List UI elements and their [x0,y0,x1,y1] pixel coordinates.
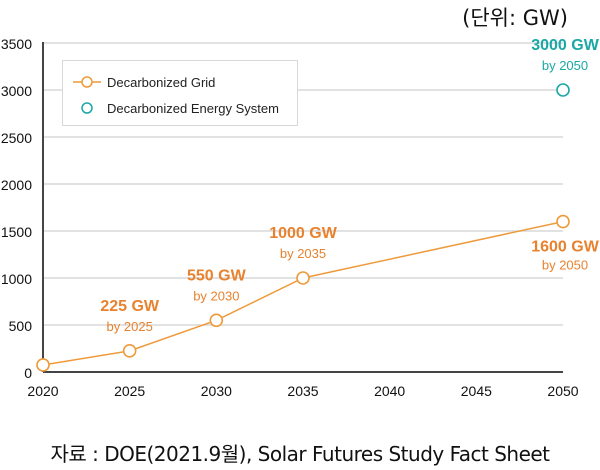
annotation-subtitle: by 2025 [107,319,153,334]
data-point-marker [556,214,570,229]
y-tick-label: 1000 [1,271,32,287]
x-tick-label: 2050 [547,383,578,399]
x-tick-label: 2025 [114,383,145,399]
y-axis-ticks: 0 500 1000 1500 2000 2500 3000 3500 [1,36,32,381]
legend-marker-icon [81,102,93,114]
annotation-value: 3000 GW [531,37,599,54]
legend: Decarbonized Grid Decarbonized Energy Sy… [62,60,298,126]
data-point-marker [556,83,570,97]
x-tick-label: 2045 [461,383,492,399]
series-lines [42,220,564,366]
series-line [42,220,564,366]
legend-line-marker-icon [73,76,101,88]
annotation-value: 225 GW [100,298,160,315]
annotation-subtitle: by 2050 [542,258,588,273]
y-tick-label: 3000 [1,83,32,99]
annotation-value: 1000 GW [269,225,337,242]
annotation-subtitle: by 2050 [542,58,588,73]
data-annotations: 225 GW by 2025 550 GW by 2030 1000 GW by 2035… [100,37,599,334]
source-caption: 자료 : DOE(2021.9월), Solar Futures Study F… [50,442,550,466]
axes [42,42,563,373]
data-point-marker [296,271,310,285]
x-axis-ticks: 2020 2025 2030 2035 2040 2045 2050 [27,383,578,399]
y-tick-label: 3500 [1,36,32,52]
legend-item-decarbonized-energy-system: Decarbonized Energy System [73,97,279,119]
legend-item-decarbonized-grid: Decarbonized Grid [73,71,215,93]
y-tick-label: 2000 [1,177,32,193]
annotation-value: 1600 GW [531,239,599,256]
y-tick-label: 2500 [1,130,32,146]
legend-label: Decarbonized Energy System [107,100,279,116]
x-tick-label: 2040 [374,383,405,399]
y-tick-label: 0 [24,365,32,381]
annotation-value: 550 GW [187,267,247,284]
data-point-marker [36,358,50,372]
unit-label: (단위: GW) [462,6,568,30]
x-tick-label: 2035 [287,383,318,399]
data-point-marker [122,344,137,358]
data-point-marker [209,313,224,328]
annotation-subtitle: by 2030 [193,288,239,303]
annotation-subtitle: by 2035 [280,246,326,261]
x-tick-label: 2030 [201,383,232,399]
y-tick-label: 1500 [1,224,32,240]
legend-label: Decarbonized Grid [107,74,216,90]
y-tick-label: 500 [9,318,33,334]
x-tick-label: 2020 [27,383,58,399]
series-markers [36,83,570,372]
